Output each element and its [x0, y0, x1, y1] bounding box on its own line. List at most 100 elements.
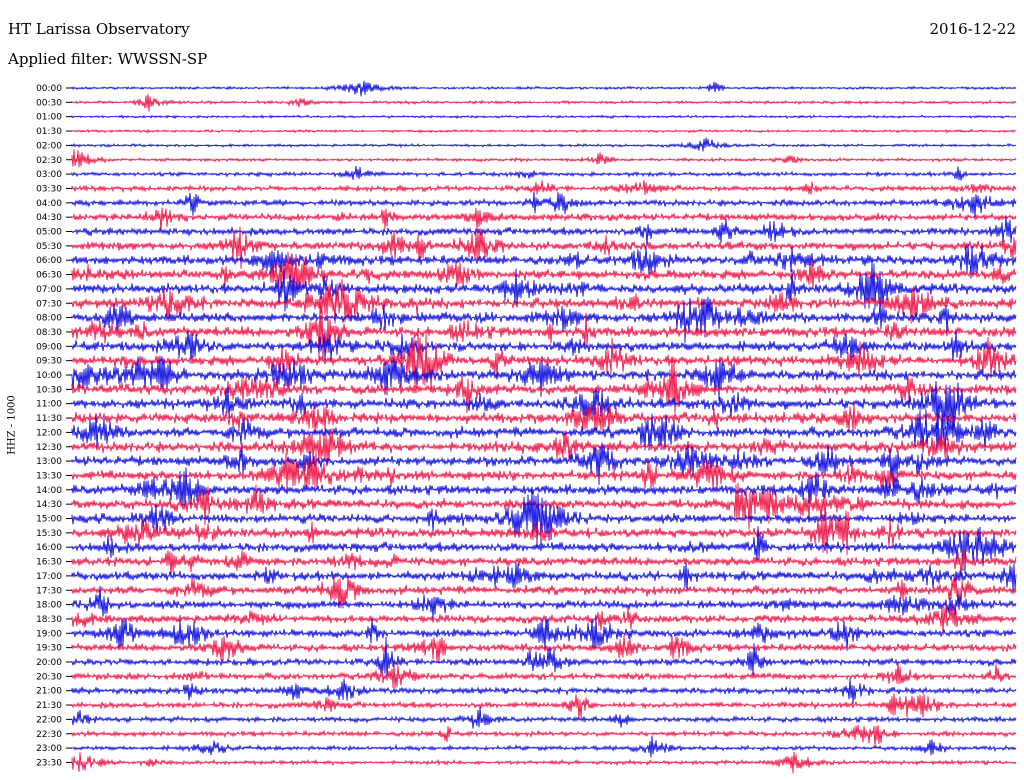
- row-time-label: 22:30: [36, 730, 62, 740]
- seismic-trace: [71, 604, 1017, 636]
- row-time-label: 13:00: [36, 457, 62, 467]
- row-time-label: 14:30: [36, 500, 62, 510]
- seismic-trace: [71, 661, 1017, 689]
- row-time-label: 05:00: [36, 228, 62, 238]
- row-time-label: 06:30: [36, 271, 62, 281]
- seismic-trace: [71, 243, 1017, 279]
- row-time-label: 19:00: [36, 629, 62, 639]
- row-time-label: 16:00: [36, 543, 62, 553]
- row-time-label: 19:30: [36, 644, 62, 654]
- row-time-label: 07:30: [36, 299, 62, 309]
- row-time-label: 20:00: [36, 658, 62, 668]
- seismic-trace: [71, 355, 1017, 401]
- seismic-trace: [71, 380, 1017, 433]
- row-time-label: 21:30: [36, 701, 62, 711]
- row-time-label: 23:30: [36, 758, 62, 768]
- seismic-trace: [71, 207, 1017, 234]
- seismic-trace: [71, 226, 1017, 269]
- row-time-label: 00:00: [36, 84, 62, 94]
- seismic-trace: [71, 637, 1017, 681]
- seismic-trace: [71, 191, 1017, 218]
- row-time-label: 18:30: [36, 615, 62, 625]
- row-time-label: 02:30: [36, 156, 62, 166]
- seismic-trace: [71, 585, 1017, 619]
- seismic-trace: [71, 80, 1017, 97]
- seismic-trace: [71, 330, 1017, 364]
- row-time-label: 00:30: [36, 98, 62, 108]
- row-time-label: 17:30: [36, 586, 62, 596]
- row-time-label: 01:00: [36, 113, 62, 123]
- row-time-label: 16:30: [36, 558, 62, 568]
- seismic-trace: [71, 467, 1017, 510]
- seismic-trace: [71, 409, 1017, 455]
- seismic-trace: [71, 442, 1017, 486]
- row-time-label: 04:30: [36, 213, 62, 223]
- seismic-trace: [71, 615, 1017, 651]
- row-time-label: 15:00: [36, 515, 62, 525]
- row-time-label: 11:00: [36, 400, 62, 410]
- seismic-trace: [71, 137, 1017, 152]
- seismic-trace: [71, 216, 1017, 246]
- row-time-label: 10:00: [36, 371, 62, 381]
- row-time-label: 07:00: [36, 285, 62, 295]
- row-time-label: 09:00: [36, 342, 62, 352]
- row-time-label: 13:30: [36, 471, 62, 481]
- seismic-trace: [71, 402, 1017, 433]
- row-time-label: 20:30: [36, 672, 62, 682]
- seismic-trace: [71, 510, 1017, 556]
- row-time-label: 15:30: [36, 529, 62, 539]
- seismic-trace: [71, 278, 1017, 324]
- filter-label: Applied filter: WWSSN-SP: [8, 50, 208, 68]
- seismic-trace: [71, 451, 1017, 492]
- seismic-trace: [71, 93, 1017, 112]
- seismic-trace: [71, 357, 1017, 417]
- seismic-trace: [71, 260, 1017, 312]
- seismic-trace: [71, 562, 1017, 592]
- row-time-label: 10:30: [36, 385, 62, 395]
- row-time-label: 01:30: [36, 127, 62, 137]
- seismic-trace: [71, 296, 1017, 343]
- seismic-trace: [71, 735, 1017, 758]
- seismic-trace: [71, 576, 1017, 611]
- seismic-trace: [71, 693, 1017, 721]
- seismic-trace: [71, 428, 1017, 464]
- row-time-label: 03:00: [36, 170, 62, 180]
- row-time-label: 08:30: [36, 328, 62, 338]
- seismic-trace: [71, 526, 1017, 574]
- station-title: HT Larissa Observatory: [8, 20, 190, 38]
- row-time-label: 17:00: [36, 572, 62, 582]
- seismic-trace: [71, 114, 1017, 120]
- seismic-trace: [71, 706, 1017, 729]
- seismic-trace: [71, 547, 1017, 581]
- seismic-trace: [71, 751, 1017, 774]
- seismic-trace: [71, 179, 1017, 195]
- row-time-label: 05:30: [36, 242, 62, 252]
- seismic-trace: [71, 482, 1017, 530]
- seismic-trace: [71, 724, 1017, 749]
- seismic-trace: [71, 678, 1017, 704]
- row-time-label: 06:00: [36, 256, 62, 266]
- seismic-trace: [71, 128, 1017, 134]
- seismic-trace: [71, 330, 1017, 394]
- row-time-label: 14:00: [36, 486, 62, 496]
- seismic-trace: [71, 149, 1017, 168]
- row-time-label: 23:00: [36, 744, 62, 754]
- row-time-label: 22:00: [36, 715, 62, 725]
- seismic-trace: [71, 165, 1017, 181]
- row-time-label: 21:00: [36, 687, 62, 697]
- row-time-label: 11:30: [36, 414, 62, 424]
- row-time-label: 03:30: [36, 184, 62, 194]
- seismic-trace: [71, 251, 1017, 296]
- seismic-trace: [71, 301, 1017, 363]
- seismic-trace: [71, 634, 1017, 664]
- seismic-trace: [71, 489, 1017, 548]
- row-time-label: 12:00: [36, 428, 62, 438]
- row-time-label: 18:00: [36, 601, 62, 611]
- row-time-label: 02:00: [36, 141, 62, 151]
- date-label: 2016-12-22: [929, 20, 1016, 38]
- row-time-label: 12:30: [36, 443, 62, 453]
- row-time-label: 09:30: [36, 357, 62, 367]
- row-time-label: 04:00: [36, 199, 62, 209]
- row-time-label: 08:00: [36, 314, 62, 324]
